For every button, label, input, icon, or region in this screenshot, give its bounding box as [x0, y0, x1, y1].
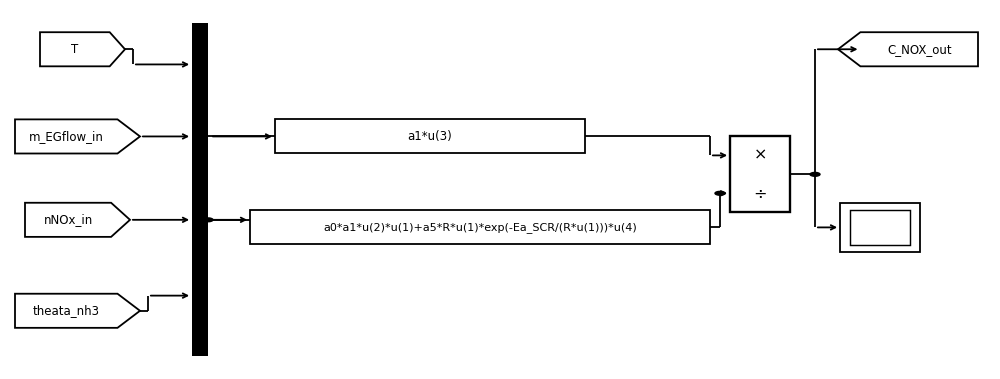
Text: theata_nh3: theata_nh3	[33, 304, 100, 317]
Bar	[275, 119, 585, 153]
Polygon shape	[40, 32, 125, 66]
Text: ×: ×	[753, 148, 767, 163]
Polygon shape	[25, 203, 130, 237]
Text: nNOx_in: nNOx_in	[43, 213, 93, 226]
Polygon shape	[15, 119, 140, 153]
Text: ÷: ÷	[753, 186, 767, 201]
Text: m_EGflow_in: m_EGflow_in	[29, 130, 104, 143]
Bar	[850, 210, 910, 245]
Bar	[250, 210, 710, 244]
Text: C_NOX_out: C_NOX_out	[887, 43, 952, 56]
Polygon shape	[838, 32, 978, 66]
Bar	[730, 136, 790, 212]
Text: a1*u(3): a1*u(3)	[408, 130, 452, 143]
Text: T: T	[71, 43, 78, 56]
Polygon shape	[15, 294, 140, 328]
Bar	[840, 203, 920, 252]
Circle shape	[715, 191, 725, 195]
Circle shape	[203, 218, 213, 222]
Text: a0*a1*u(2)*u(1)+a5*R*u(1)*exp(-Ea_SCR/(R*u(1)))*u(4): a0*a1*u(2)*u(1)+a5*R*u(1)*exp(-Ea_SCR/(R…	[323, 222, 637, 233]
Bar	[192, 23, 208, 356]
Circle shape	[810, 172, 820, 176]
